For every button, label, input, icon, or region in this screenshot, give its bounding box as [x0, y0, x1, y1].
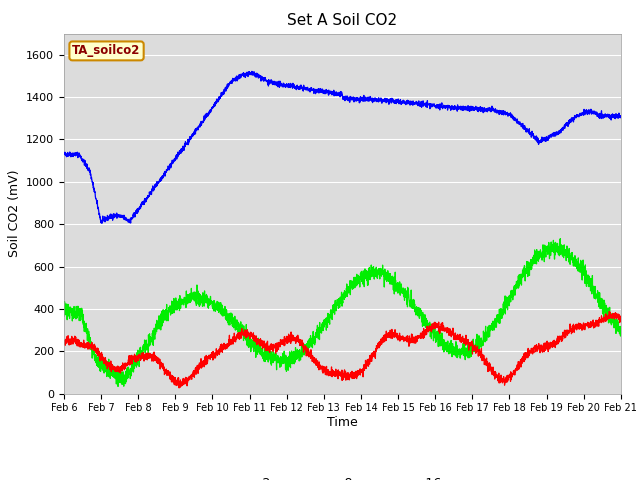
X-axis label: Time: Time — [327, 416, 358, 429]
Text: TA_soilco2: TA_soilco2 — [72, 44, 141, 58]
Title: Set A Soil CO2: Set A Soil CO2 — [287, 13, 397, 28]
Y-axis label: Soil CO2 (mV): Soil CO2 (mV) — [8, 170, 20, 257]
Legend: -2cm, -8cm, -16cm: -2cm, -8cm, -16cm — [219, 472, 466, 480]
